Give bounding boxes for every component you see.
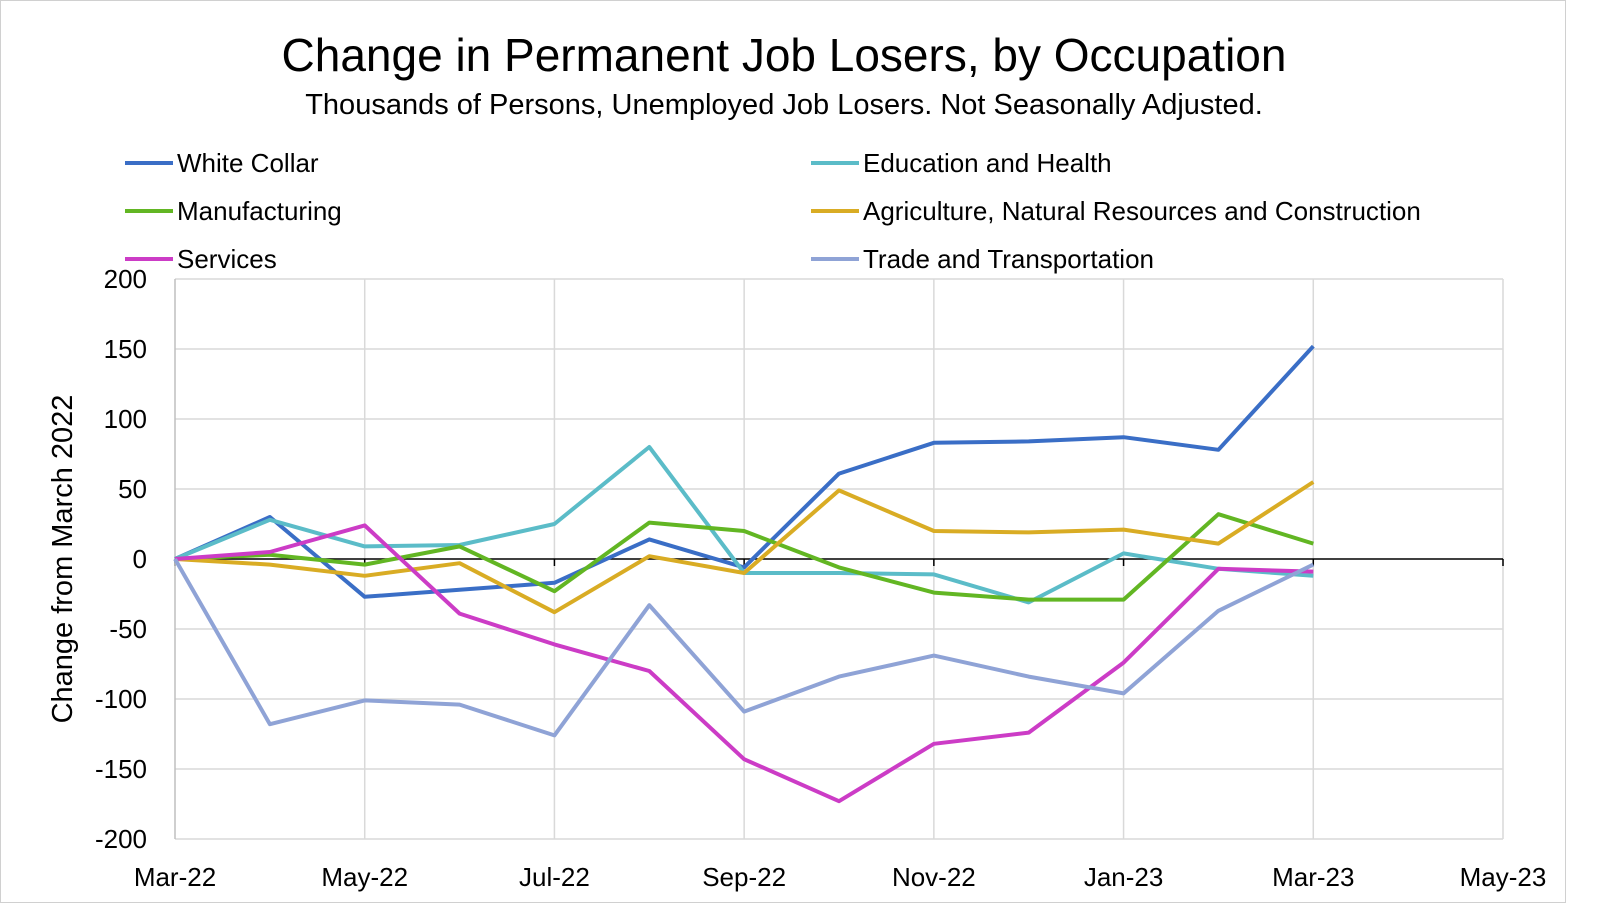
y-tick-label: 100 (104, 404, 147, 434)
legend-label: Education and Health (863, 148, 1112, 178)
chart-title: Change in Permanent Job Losers, by Occup… (282, 29, 1287, 81)
y-tick-label: 50 (118, 474, 147, 504)
x-tick-label: Nov-22 (892, 862, 976, 892)
legend-label: Trade and Transportation (863, 244, 1154, 274)
x-tick-label: Jul-22 (519, 862, 590, 892)
y-tick-label: 200 (104, 264, 147, 294)
x-tick-label: May-23 (1460, 862, 1547, 892)
y-tick-label: 150 (104, 334, 147, 364)
chart-frame: Change in Permanent Job Losers, by Occup… (0, 0, 1566, 903)
y-tick-label: 0 (133, 544, 147, 574)
y-tick-label: -200 (95, 824, 147, 854)
legend-label: White Collar (177, 148, 319, 178)
x-tick-label: Mar-23 (1272, 862, 1354, 892)
line-chart: Change in Permanent Job Losers, by Occup… (47, 29, 1547, 892)
x-tick-label: May-22 (321, 862, 408, 892)
legend-label: Services (177, 244, 277, 274)
y-tick-label: -50 (109, 614, 147, 644)
legend-label: Agriculture, Natural Resources and Const… (863, 196, 1421, 226)
chart-subtitle: Thousands of Persons, Unemployed Job Los… (305, 89, 1263, 121)
x-tick-label: Jan-23 (1084, 862, 1164, 892)
x-tick-label: Sep-22 (702, 862, 786, 892)
x-tick-label: Mar-22 (134, 862, 216, 892)
legend-label: Manufacturing (177, 196, 342, 226)
y-axis-label: Change from March 2022 (47, 395, 79, 724)
y-tick-label: -100 (95, 684, 147, 714)
y-tick-label: -150 (95, 754, 147, 784)
